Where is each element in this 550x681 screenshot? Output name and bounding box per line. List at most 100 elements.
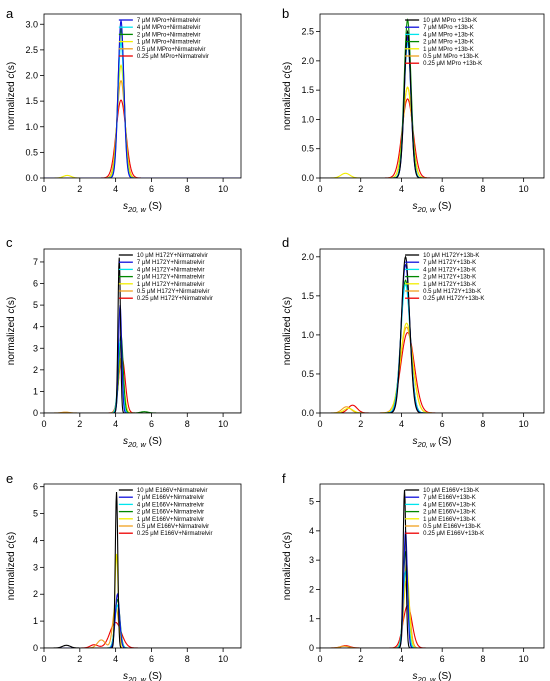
- legend-entry: 0.25 μM H172Y+Nirmatrelvir: [137, 296, 213, 302]
- panel-letter: b: [282, 6, 289, 21]
- legend: 10 μM MPro +13b-K7 μM MPro +13b-K4 μM MP…: [405, 18, 482, 67]
- y-tick-label: 1: [309, 614, 314, 624]
- series-line-0.25um: [44, 621, 241, 648]
- y-axis-label: normalized c(s): [282, 532, 293, 600]
- x-axis-label-subscript: 20, w: [127, 440, 147, 449]
- x-tick-label: 2: [77, 419, 82, 429]
- panel-letter: f: [282, 471, 286, 486]
- y-axis-label-prefix: normalized: [282, 313, 293, 365]
- panel-f: f 0 2 4 6 8 10 0 1 2 3 4 5 s20, w (S) normalized c(s) 1…: [282, 471, 545, 681]
- series-line-7um: [320, 530, 544, 648]
- y-tick-label: 0.0: [25, 173, 38, 183]
- plot-frame: [43, 13, 242, 179]
- series-line-0.25um: [44, 99, 241, 178]
- x-axis-label-main: s: [412, 436, 417, 447]
- y-tick-label: 3: [309, 555, 314, 565]
- plot-frame: [319, 13, 545, 179]
- x-axis-label: s20, w (S): [123, 436, 162, 449]
- y-axis-label-suffix: (s): [6, 62, 17, 74]
- x-axis-label-subscript: 20, w: [127, 675, 147, 681]
- y-tick-label: 2: [309, 584, 314, 594]
- y-tick-label: 1.0: [25, 122, 38, 132]
- panel-letter: e: [6, 471, 13, 486]
- y-tick-label: 1: [33, 386, 38, 396]
- legend-entry: 4 μM H172Y+Nirmatrelvir: [137, 267, 205, 273]
- y-axis-label-italic: c: [282, 543, 293, 548]
- legend-entry: 0.25 μM MPro +13b-K: [423, 61, 482, 67]
- x-axis-label-main: s: [412, 201, 417, 212]
- legend-entry: 4 μM H172Y+13b-K: [423, 267, 476, 273]
- legend: 10 μM E166V+13b-K7 μM E166V+13b-K4 μM E1…: [405, 488, 484, 537]
- legend-entry: 7 μM E166V+13b-K: [423, 495, 476, 501]
- x-tick-label: 6: [149, 419, 154, 429]
- legend-entry: 0.25 μM MPro+Nirmatrelvir: [137, 54, 209, 60]
- legend-entry: 4 μM E166V+13b-K: [423, 502, 476, 508]
- y-tick-label: 1.5: [301, 291, 314, 301]
- x-tick-label: 2: [77, 184, 82, 194]
- legend-entry: 10 μM E166V+13b-K: [423, 488, 479, 494]
- y-tick-label: 2: [33, 589, 38, 599]
- series-line-4um: [44, 339, 241, 413]
- y-tick-label: 1: [33, 616, 38, 626]
- x-tick-label: 4: [399, 419, 404, 429]
- x-axis-label-subscript: 20, w: [127, 205, 147, 214]
- y-tick-label: 0: [309, 643, 314, 653]
- y-axis-label-italic: c: [6, 543, 17, 548]
- y-tick-label: 2.0: [301, 252, 314, 262]
- panel-letter: c: [6, 235, 13, 250]
- legend: 10 μM H172Y+13b-K7 μM H172Y+13b-K4 μM H1…: [405, 253, 484, 302]
- series-line-0.25um: [44, 356, 241, 413]
- x-axis-label: s20, w (S): [123, 671, 162, 681]
- y-axis-label: normalized c(s): [282, 62, 293, 130]
- x-tick-label: 4: [113, 654, 118, 664]
- legend-entry: 2 μM H172Y+13b-K: [423, 275, 476, 281]
- y-axis-label: normalized c(s): [282, 297, 293, 365]
- series-line-4um: [320, 570, 544, 648]
- x-tick-label: 6: [440, 654, 445, 664]
- legend-entry: 10 μM E166V+Nirmatrelvir: [137, 488, 208, 494]
- y-tick-label: 3.0: [25, 19, 38, 29]
- y-axis-label-prefix: normalized: [6, 78, 17, 130]
- y-axis-label: normalized c(s): [6, 297, 17, 365]
- x-axis-label: s20, w (S): [412, 201, 451, 214]
- x-tick-label: 4: [113, 184, 118, 194]
- legend-entry: 7 μM H172Y+Nirmatrelvir: [137, 260, 205, 266]
- y-axis-label-italic: c: [282, 308, 293, 313]
- x-axis-label-subscript: 20, w: [416, 205, 436, 214]
- panel-d: d 0 2 4 6 8 10 0.0 0.5 1.0 1.5 2.0 s20, w (S) normali…: [282, 235, 545, 449]
- y-axis-label-suffix: (s): [282, 297, 293, 309]
- x-axis-label-unit: (S): [146, 436, 162, 447]
- legend-entry: 2 μM H172Y+Nirmatrelvir: [137, 275, 205, 281]
- legend-entry: 7 μM H172Y+13b-K: [423, 260, 476, 266]
- series-line-1um: [44, 553, 241, 648]
- legend-entry: 10 μM H172Y+Nirmatrelvir: [137, 253, 208, 259]
- y-tick-label: 2.0: [25, 71, 38, 81]
- panel-letter: d: [282, 235, 289, 250]
- x-tick-label: 10: [218, 419, 228, 429]
- series-line-7um: [44, 305, 241, 413]
- y-tick-label: 1.0: [301, 114, 314, 124]
- x-axis-label-unit: (S): [435, 436, 451, 447]
- legend-entry: 1 μM E166V+13b-K: [423, 517, 476, 523]
- series-line-4um: [44, 40, 241, 178]
- x-tick-label: 8: [480, 184, 485, 194]
- x-axis-label-main: s: [123, 201, 128, 212]
- series-line-7um: [44, 592, 241, 648]
- legend-entry: 10 μM H172Y+13b-K: [423, 253, 479, 259]
- x-axis-label-unit: (S): [146, 671, 162, 681]
- legend-entry: 10 μM MPro +13b-K: [423, 18, 477, 24]
- x-axis-label-subscript: 20, w: [416, 440, 436, 449]
- legend-entry: 0.5 μM H172Y+Nirmatrelvir: [137, 289, 210, 295]
- y-tick-label: 5: [309, 497, 314, 507]
- legend-entry: 0.5 μM MPro+Nirmatrelvir: [137, 47, 206, 53]
- y-tick-label: 4: [33, 535, 38, 545]
- x-tick-label: 8: [480, 654, 485, 664]
- legend-entry: 7 μM MPro+Nirmatrelvir: [137, 18, 201, 24]
- y-tick-label: 1.5: [25, 96, 38, 106]
- series-line-1um: [44, 64, 241, 178]
- x-axis-label-unit: (S): [435, 201, 451, 212]
